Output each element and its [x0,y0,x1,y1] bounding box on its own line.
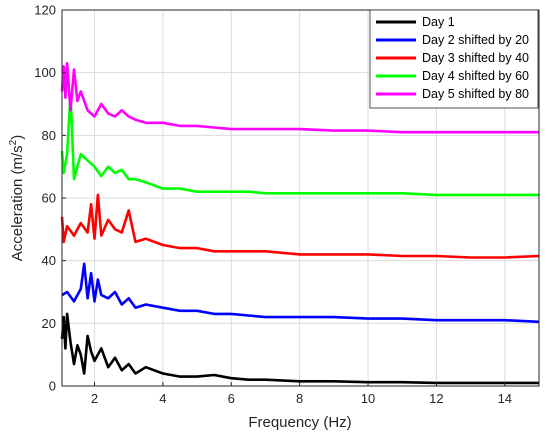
y-tick-label: 80 [42,128,56,143]
y-axis-label: Acceleration (m/s2) [8,135,26,261]
y-axis-label-main: Acceleration (m/s [9,145,26,261]
y-tick-label: 100 [34,65,56,80]
legend-label-day-5: Day 5 shifted by 80 [422,87,529,101]
x-tick-label: 12 [429,391,443,406]
y-tick-label: 40 [42,253,56,268]
legend-label-day-4: Day 4 shifted by 60 [422,69,529,83]
series-line-day-3 [60,193,540,259]
y-tick-label: 20 [42,316,56,331]
legend-label-day-2: Day 2 shifted by 20 [422,33,529,47]
legend: Day 1 Day 2 shifted by 20 Day 3 shifted … [369,9,539,109]
x-tick-label: 6 [228,391,235,406]
legend-label-day-1: Day 1 [422,15,455,29]
x-tick-label: 14 [498,391,512,406]
y-axis-label-superscript: 2 [8,139,19,145]
series-lines [60,61,540,385]
x-tick-label: 10 [361,391,375,406]
y-tick-label: 120 [34,3,56,18]
legend-label-day-3: Day 3 shifted by 40 [422,51,529,65]
y-tick-label: 60 [42,191,56,206]
series-line-day-1 [60,312,539,385]
x-tick-label: 4 [159,391,166,406]
series-line-day-2 [61,262,540,324]
y-tick-label: 0 [49,379,56,394]
y-axis-label-end: ) [9,135,26,140]
axis-ticks: 2 4 6 8 10 12 14 0 20 40 60 80 100 120 [34,3,512,407]
series-line-day-5 [60,61,539,134]
x-tick-label: 8 [296,391,303,406]
x-axis-label: Frequency (Hz) [248,414,351,431]
series-line-day-4 [60,93,539,197]
x-tick-label: 2 [91,391,98,406]
